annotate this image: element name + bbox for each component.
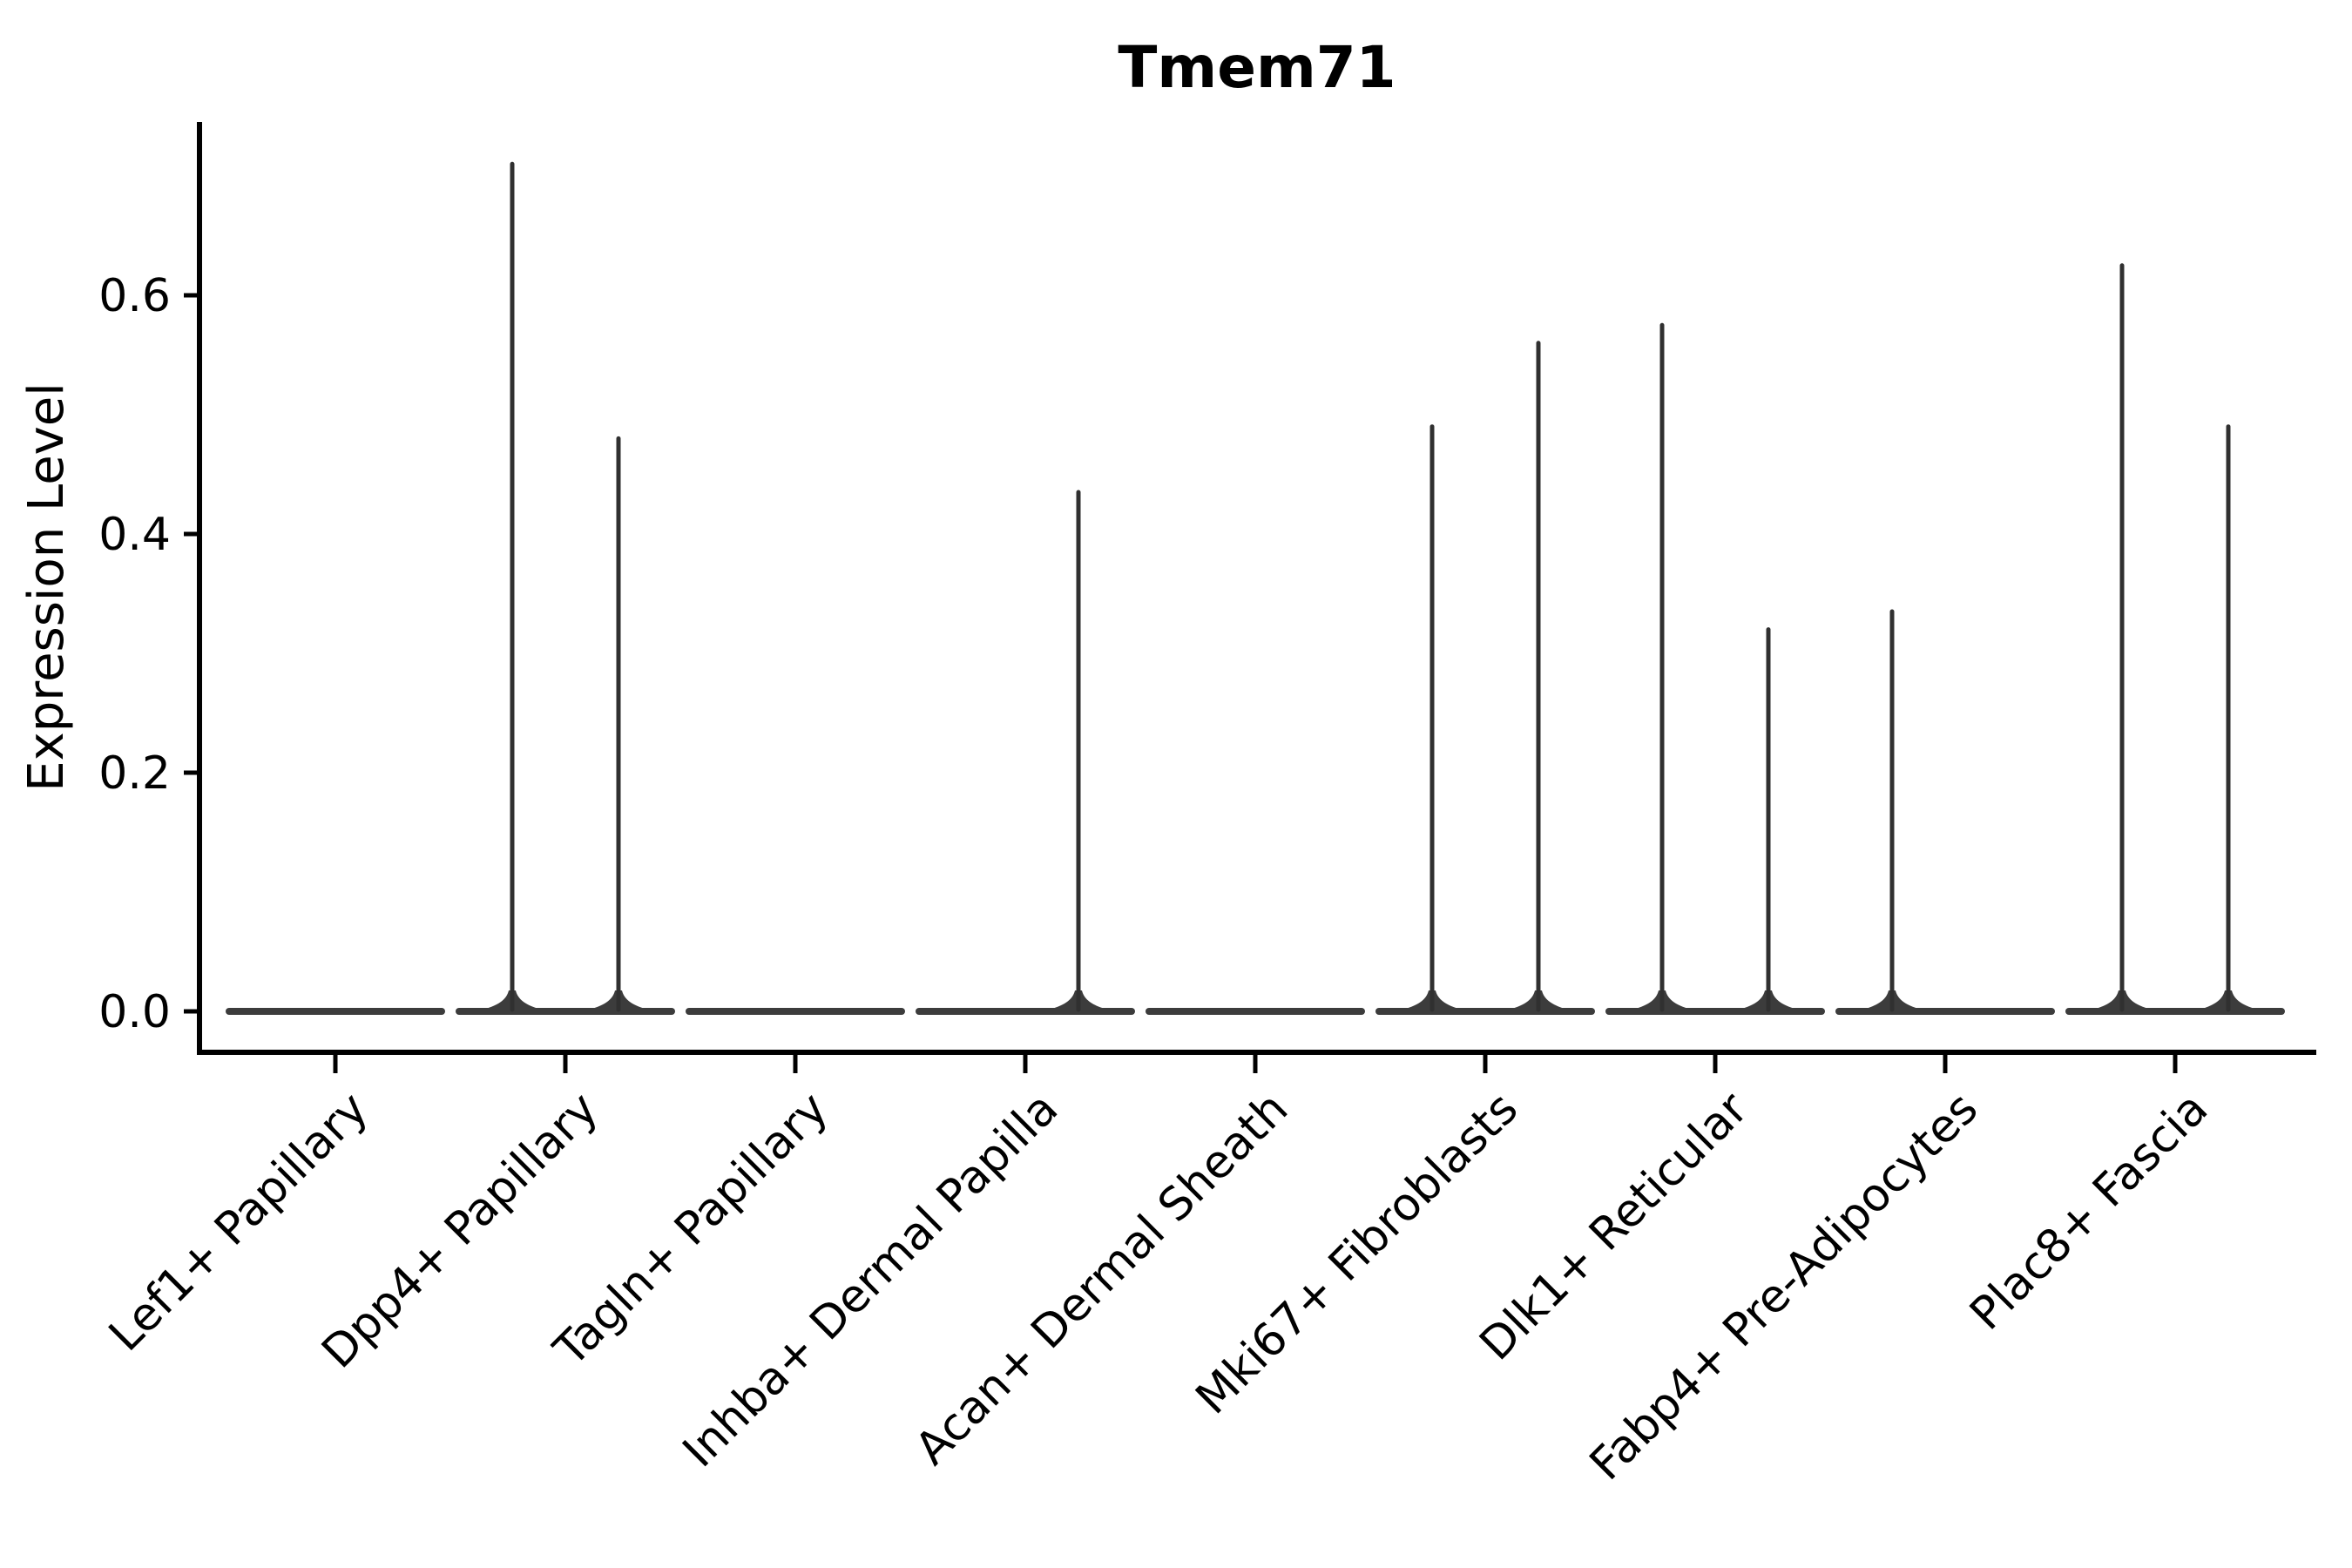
chart-title: Tmem71 (1118, 34, 1396, 101)
y-tick-label: 0.6 (98, 270, 171, 322)
y-tick-label: 0.2 (98, 747, 171, 800)
violin-category (916, 490, 1135, 1015)
violin-category (1605, 322, 1825, 1015)
y-tick-label: 0.4 (98, 509, 171, 561)
violin-category (1835, 609, 2055, 1015)
violin-category (2065, 263, 2285, 1015)
violin-category (1375, 341, 1595, 1015)
y-tick-label: 0.0 (98, 986, 171, 1038)
violins (226, 161, 2285, 1015)
violin-category (456, 161, 675, 1015)
y-axis-label: Expression Level (18, 382, 75, 792)
